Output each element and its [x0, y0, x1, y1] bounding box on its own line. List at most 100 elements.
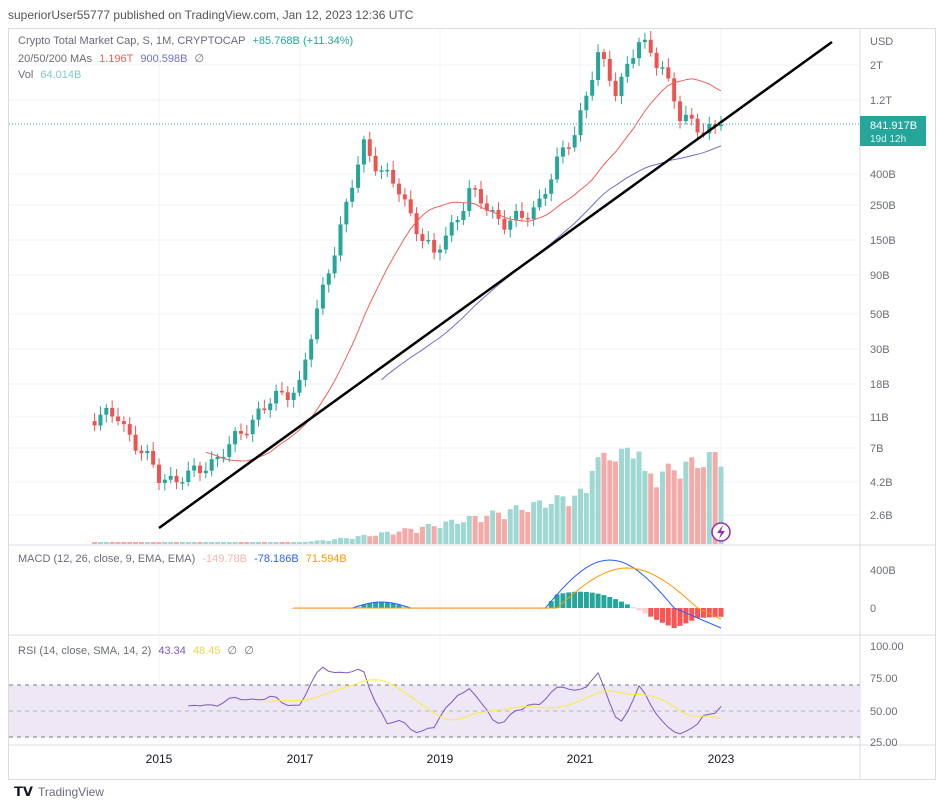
candle-body: [478, 189, 483, 204]
trendline: [158, 40, 833, 530]
tradingview-logo[interactable]: 𝗧𝗩 TradingView: [14, 784, 104, 800]
volume-bar: [232, 542, 238, 544]
candle-body: [244, 433, 249, 436]
candle-body: [672, 78, 677, 102]
candle-body: [315, 308, 320, 340]
candle-body: [484, 203, 489, 211]
volume-bar: [373, 535, 379, 544]
volume-bar: [138, 542, 144, 544]
macd-bar: [659, 608, 665, 623]
volume-bar: [449, 519, 455, 544]
candle-body: [209, 459, 214, 471]
candle-body: [279, 390, 284, 393]
volume-bar: [484, 515, 490, 544]
candle-body: [110, 407, 115, 417]
candle-body: [514, 210, 519, 221]
volume-bar: [396, 531, 402, 544]
volume-bar: [665, 463, 671, 544]
macd-bar: [355, 606, 361, 608]
volume-bar: [191, 542, 197, 544]
candle-body: [367, 139, 372, 156]
candle-body: [426, 239, 431, 242]
candle-body: [332, 255, 337, 274]
volume-bar: [455, 523, 461, 544]
candle-body: [601, 52, 606, 59]
volume-bar: [537, 500, 543, 544]
macd-bar: [718, 608, 724, 617]
candle-body: [297, 379, 302, 393]
candle-body: [695, 118, 700, 133]
macd-bar: [677, 608, 683, 626]
volume-bar: [542, 507, 548, 544]
candle-body: [268, 403, 273, 411]
candle-body: [250, 419, 255, 435]
candle-body: [145, 451, 150, 454]
volume-bar: [572, 495, 578, 544]
macd-bar: [548, 601, 554, 608]
volume-bar: [297, 542, 302, 544]
macd-bar: [402, 606, 408, 608]
volume-bar: [220, 542, 226, 544]
macd-bar: [384, 602, 390, 608]
candle-body: [572, 135, 577, 148]
candle-body: [519, 210, 524, 218]
legend-symbol-row: Crypto Total Market Cap, S, 1M, CRYPTOCA…: [18, 35, 357, 47]
candle-body: [192, 465, 197, 471]
candle-body: [256, 408, 261, 420]
volume-bar: [279, 542, 285, 544]
candle-body: [174, 475, 179, 483]
volume-bar: [589, 470, 595, 544]
candle-body: [683, 114, 688, 122]
price-countdown: 19d 12h: [870, 134, 906, 145]
candle-body: [625, 63, 630, 77]
candle-body: [642, 39, 647, 43]
volume-bar: [578, 488, 583, 544]
candle-body: [584, 95, 589, 111]
candle-body: [92, 421, 97, 426]
volume-bar: [683, 461, 689, 544]
candle-body: [285, 392, 290, 400]
rsi-ma-line: [264, 679, 722, 721]
candle-body: [397, 183, 402, 195]
volume-bar: [378, 532, 384, 544]
candle-body: [197, 465, 202, 474]
candle-body: [221, 456, 226, 459]
price-tick: 90B: [870, 270, 890, 282]
candle-body: [338, 224, 343, 256]
candle-body: [473, 188, 478, 190]
price-tick: 1.2T: [870, 95, 892, 107]
volume-bar: [308, 541, 314, 544]
macd-bar: [689, 608, 695, 621]
candle-body: [227, 444, 232, 457]
volume-bar: [630, 458, 636, 544]
volume-bar: [92, 542, 98, 544]
candle-body: [116, 416, 121, 422]
price-axis: 2T 1.2T 400B 250B 150B 90B 50B 30B 18B 11B 7B 4.2B 2…: [870, 60, 896, 522]
volume-bar: [414, 532, 420, 544]
candle-body: [543, 193, 548, 199]
time-axis: 2015 2017 2019 2021 2023: [146, 752, 735, 766]
volume-bar: [390, 534, 396, 544]
macd-bar: [671, 608, 677, 628]
volume-bar: [209, 542, 215, 544]
candle-body: [162, 479, 167, 483]
price-tick: 4.2B: [870, 477, 893, 489]
candle-body: [443, 235, 448, 250]
candle-body: [490, 209, 495, 212]
volume-bar: [560, 496, 566, 544]
volume-bar: [197, 542, 203, 544]
candle-body: [309, 339, 314, 360]
candle-body: [291, 392, 296, 400]
price-tick: 30B: [870, 344, 890, 356]
candle-body: [508, 220, 513, 230]
macd-bar: [665, 608, 671, 626]
macd-bar: [572, 591, 578, 608]
price-tick: 18B: [870, 379, 890, 391]
price-tick: 2T: [870, 60, 883, 72]
ma-label: 20/50/200 MAs: [18, 53, 92, 65]
candle-body: [525, 217, 530, 220]
macd-bar: [630, 607, 636, 609]
candle-body: [414, 213, 419, 235]
rsi-line: [188, 666, 722, 735]
